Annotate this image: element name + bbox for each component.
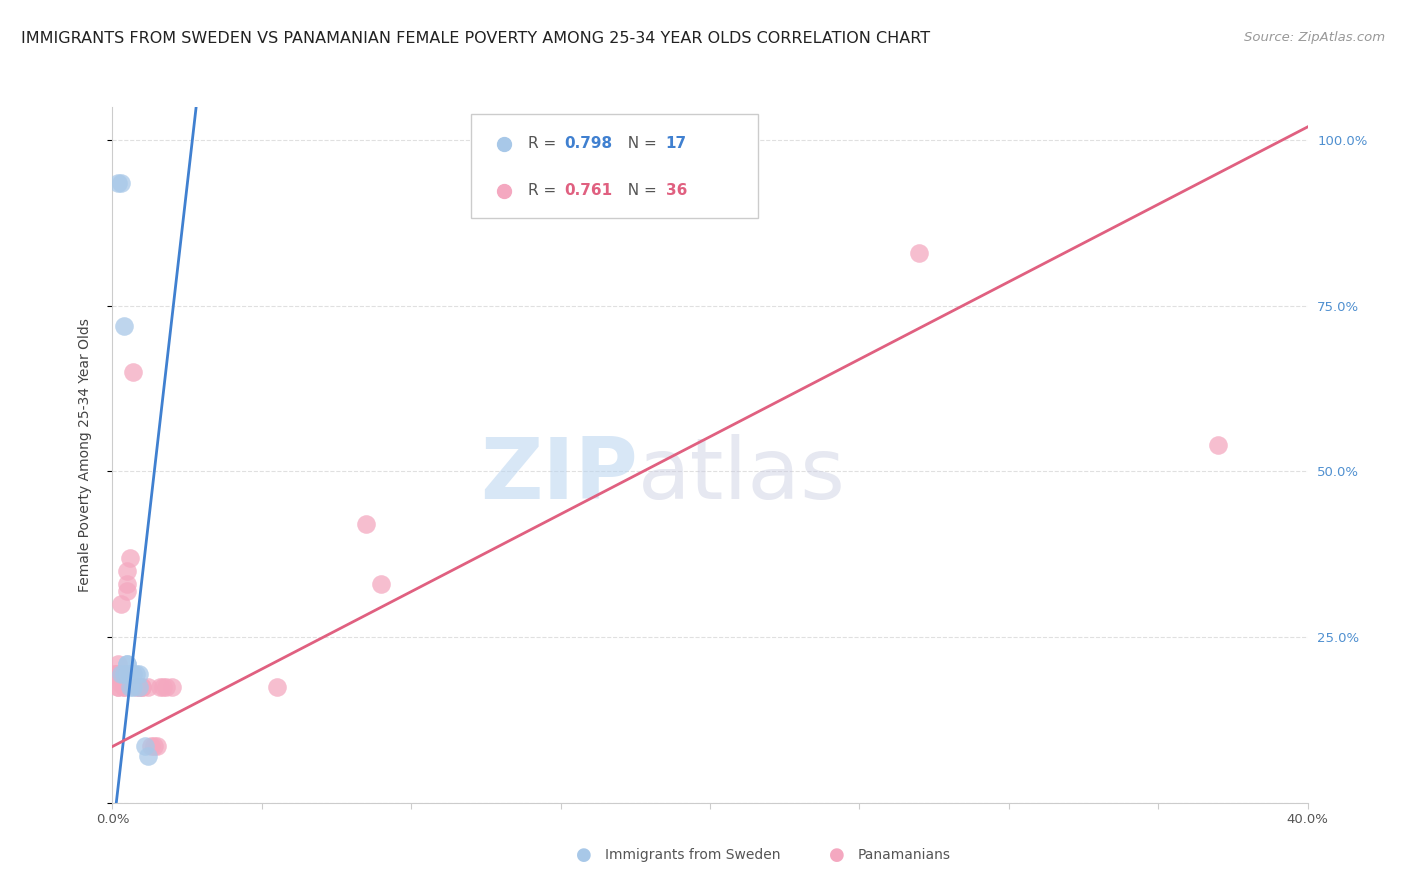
Point: [110, 666, 132, 681]
Point: [138, 680, 160, 694]
Point: [1206, 438, 1229, 452]
Text: ●: ●: [828, 846, 845, 863]
Text: atlas: atlas: [638, 434, 846, 517]
Text: Immigrants from Sweden: Immigrants from Sweden: [605, 847, 780, 862]
Point: [138, 749, 160, 764]
Point: [120, 666, 142, 681]
Point: [134, 739, 156, 754]
Text: N =: N =: [619, 136, 662, 152]
Point: [131, 680, 153, 694]
Point: [114, 666, 135, 681]
Point: [125, 666, 148, 681]
Text: 0.798: 0.798: [564, 136, 613, 152]
Point: [162, 680, 183, 694]
Point: [149, 680, 172, 694]
Point: [114, 666, 135, 681]
Text: IMMIGRANTS FROM SWEDEN VS PANAMANIAN FEMALE POVERTY AMONG 25-34 YEAR OLDS CORREL: IMMIGRANTS FROM SWEDEN VS PANAMANIAN FEM…: [21, 31, 931, 46]
Point: [120, 680, 142, 694]
Point: [122, 666, 145, 681]
Text: Panamanians: Panamanians: [858, 847, 950, 862]
Point: [155, 680, 177, 694]
Point: [107, 657, 129, 671]
Point: [110, 176, 132, 190]
Y-axis label: Female Poverty Among 25-34 Year Olds: Female Poverty Among 25-34 Year Olds: [77, 318, 91, 592]
Point: [908, 245, 931, 260]
Point: [146, 739, 169, 754]
Text: 36: 36: [666, 183, 688, 198]
Point: [114, 318, 135, 333]
Point: [117, 564, 139, 578]
Point: [117, 657, 139, 671]
Point: [107, 680, 129, 694]
Point: [110, 676, 132, 690]
Point: [356, 517, 378, 532]
Point: [110, 666, 132, 681]
Point: [152, 680, 174, 694]
Point: [128, 680, 150, 694]
Point: [125, 680, 148, 694]
Text: N =: N =: [619, 183, 662, 198]
Text: 17: 17: [666, 136, 688, 152]
Text: ZIP: ZIP: [481, 434, 638, 517]
Point: [110, 666, 132, 681]
Point: [266, 680, 288, 694]
Text: ●: ●: [575, 846, 592, 863]
Point: [107, 666, 129, 681]
Point: [117, 583, 139, 598]
Text: R =: R =: [529, 183, 561, 198]
Point: [143, 739, 166, 754]
Point: [117, 577, 139, 591]
Point: [110, 597, 132, 611]
Point: [107, 176, 129, 190]
FancyBboxPatch shape: [471, 114, 758, 219]
Point: [128, 666, 150, 681]
Point: [117, 657, 139, 671]
Point: [114, 680, 135, 694]
Point: [120, 550, 142, 565]
Point: [104, 666, 127, 681]
Text: R =: R =: [529, 136, 561, 152]
Point: [141, 739, 163, 754]
Point: [107, 666, 129, 681]
Point: [104, 666, 127, 681]
Text: Source: ZipAtlas.com: Source: ZipAtlas.com: [1244, 31, 1385, 45]
Point: [128, 680, 150, 694]
Text: 0.761: 0.761: [564, 183, 613, 198]
Point: [114, 680, 135, 694]
Point: [131, 680, 153, 694]
Point: [117, 666, 139, 681]
Point: [370, 577, 392, 591]
Point: [122, 365, 145, 379]
Point: [107, 680, 129, 694]
Point: [122, 680, 145, 694]
